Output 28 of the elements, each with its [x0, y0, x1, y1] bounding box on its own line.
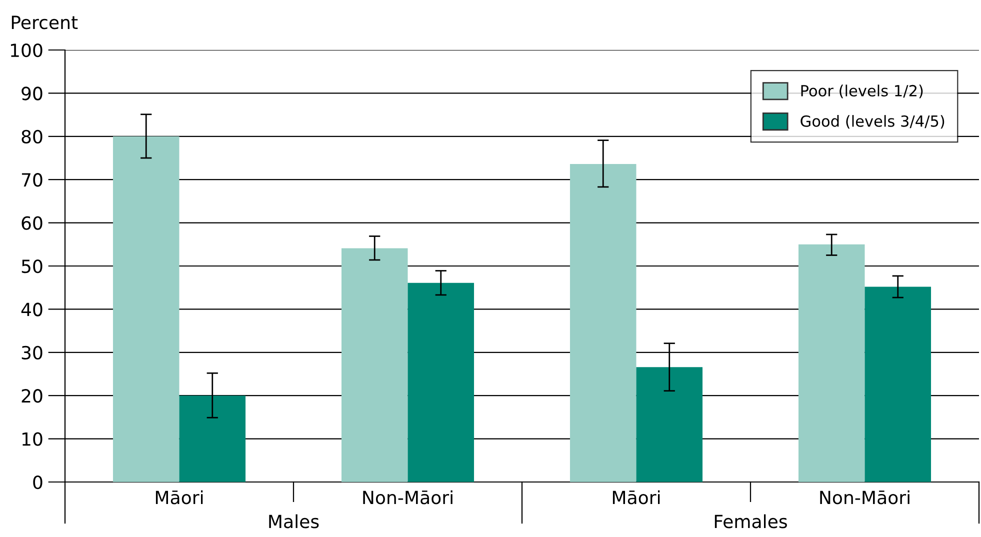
bar: [179, 396, 246, 482]
legend-label: Poor (levels 1/2): [801, 84, 923, 98]
y-tick-label: 100: [10, 43, 42, 58]
y-tick-label: 10: [22, 432, 42, 446]
x-tick-label: Non-Māori: [820, 490, 910, 504]
y-axis-title: Percent: [12, 16, 78, 30]
bar: [408, 282, 474, 482]
x-tick-label: Māori: [612, 490, 660, 504]
bar: [864, 286, 932, 482]
legend-label: Good (levels 3/4/5): [800, 115, 944, 129]
x-tick-label: Māori: [156, 490, 203, 504]
bar: [636, 367, 703, 482]
y-tick-label: 90: [22, 86, 42, 100]
bar: [112, 136, 180, 482]
y-tick-label: 30: [22, 346, 42, 360]
text: Females: [714, 514, 787, 528]
y-tick-label: 70: [22, 173, 42, 187]
x-tick-label: Non-Māori: [363, 490, 452, 504]
y-tick-label: 60: [22, 216, 42, 230]
bar: [341, 248, 408, 482]
y-tick-label: 0: [33, 475, 42, 490]
y-tick-label: 40: [21, 302, 42, 316]
text: Males: [269, 514, 319, 528]
y-tick-label: 80: [22, 130, 42, 144]
bar: [570, 164, 636, 482]
y-tick-label: 50: [22, 259, 42, 274]
y-tick-label: 20: [22, 389, 42, 403]
bar: [798, 244, 865, 482]
